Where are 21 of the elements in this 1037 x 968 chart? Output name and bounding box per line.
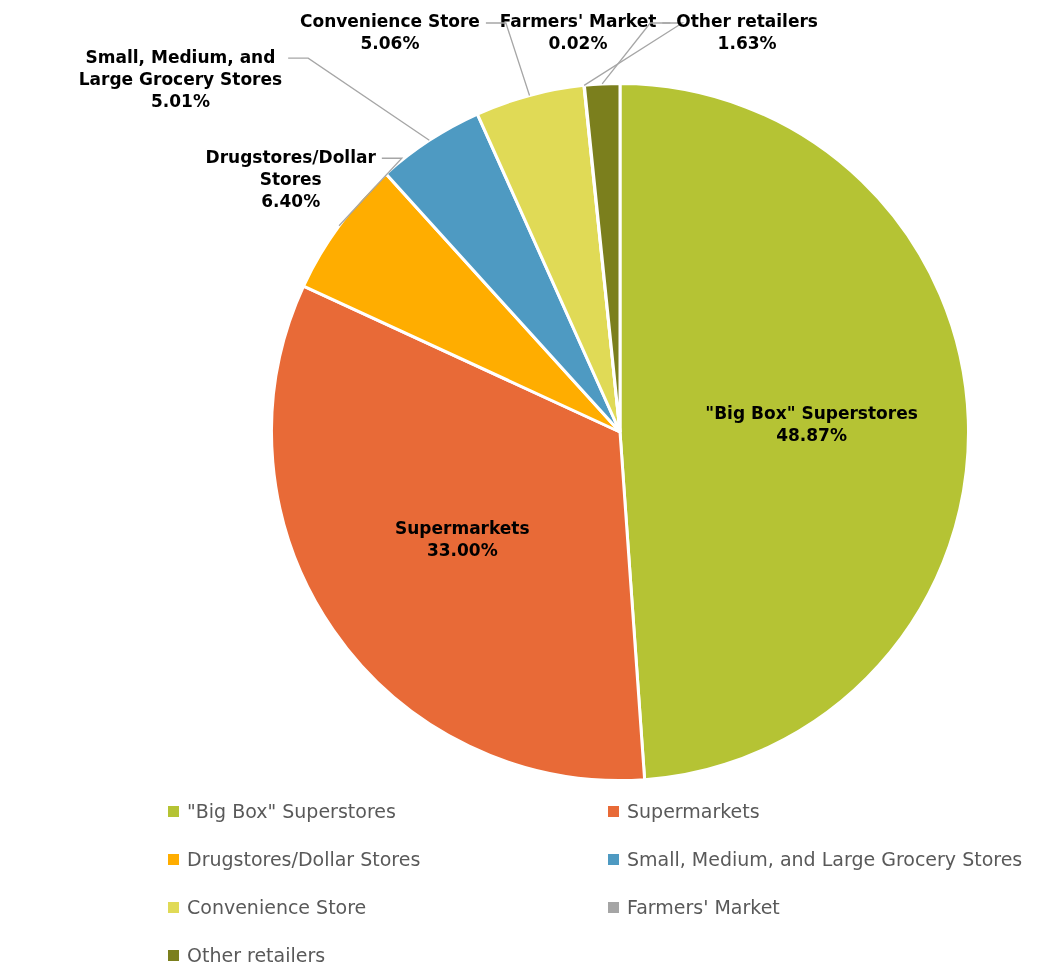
legend-label: "Big Box" Superstores	[187, 800, 396, 822]
legend-label: Convenience Store	[187, 896, 367, 918]
legend-label: Drugstores/Dollar Stores	[187, 848, 421, 870]
slice-label: Convenience Store	[299, 11, 480, 32]
data-label: 5.01%	[150, 90, 210, 111]
legend-label: Farmers' Market	[627, 896, 780, 918]
data-label: 33.00%	[426, 540, 498, 561]
slice-label: Supermarkets	[395, 518, 530, 539]
legend-label: Other retailers	[187, 944, 326, 966]
data-label: 6.40%	[261, 190, 321, 211]
legend-label: Small, Medium, and Large Grocery Stores	[627, 848, 1023, 870]
data-label: 48.87%	[776, 424, 847, 445]
slice-label: "Big Box" Superstores	[705, 402, 918, 423]
slice-label: Small, Medium, and Large Grocery Stores	[78, 46, 283, 89]
slice-label: Other retailers	[676, 11, 818, 32]
data-label: 0.02%	[548, 33, 608, 54]
slice-label: Drugstores/Dollar Stores	[205, 146, 377, 189]
slice-label: Farmers' Market	[499, 11, 657, 32]
data-label: 5.06%	[360, 33, 420, 54]
data-label: 1.63%	[717, 33, 777, 54]
legend-label: Supermarkets	[627, 800, 760, 822]
